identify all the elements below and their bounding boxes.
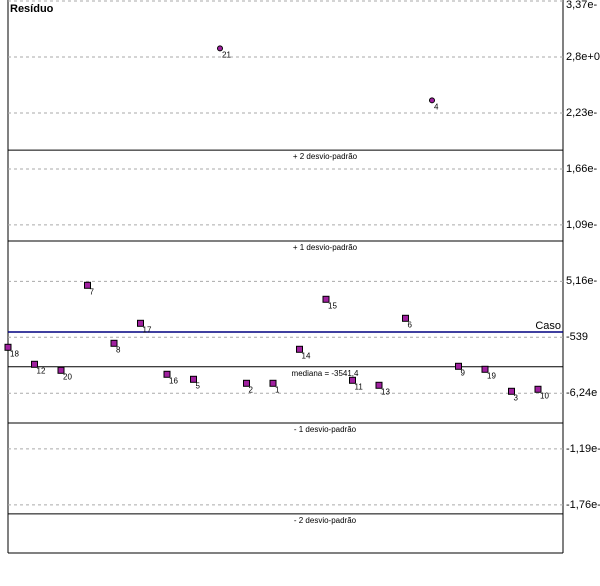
reference-label: - 2 desvio-padrão (294, 516, 357, 525)
y-axis-label: Resíduo (10, 3, 54, 15)
reference-label: mediana = -3541,4 (292, 369, 359, 378)
point-label: 4 (434, 102, 439, 111)
y-tick-label: -1,76e- (566, 499, 600, 511)
reference-label: + 1 desvio-padrão (293, 243, 358, 252)
point (84, 281, 91, 289)
y-tick-label: 2,8e+0 (566, 51, 600, 63)
point-label: 8 (116, 345, 121, 354)
point (508, 387, 515, 395)
point-label: 3 (514, 393, 519, 402)
point-label: 17 (143, 325, 152, 334)
point-label: 11 (355, 382, 364, 391)
point-label: 6 (408, 320, 413, 329)
point (269, 379, 277, 387)
point-label: 20 (63, 372, 72, 381)
y-tick-label: 1,66e- (566, 163, 598, 175)
point (455, 362, 462, 370)
point-label: 2 (249, 385, 254, 394)
reference-label: + 2 desvio-padrão (293, 152, 358, 161)
reference-label: Caso (535, 320, 561, 332)
point (429, 97, 435, 104)
point-label: 1 (275, 385, 280, 394)
point-label: 14 (302, 351, 311, 360)
point (296, 345, 303, 353)
y-tick-label: 5,16e- (566, 275, 598, 287)
point (534, 385, 542, 393)
y-tick-label: -539 (566, 331, 588, 343)
point-label: 9 (461, 368, 466, 377)
point (190, 375, 197, 383)
point (402, 314, 409, 322)
point (137, 319, 144, 327)
point-label: 7 (90, 287, 95, 296)
point-label: 10 (540, 391, 549, 400)
point-label: 18 (10, 349, 19, 358)
point (31, 360, 38, 368)
point (481, 365, 489, 373)
y-tick-label: 2,23e- (566, 107, 598, 119)
point (375, 381, 383, 389)
y-tick-label: -6,24e (566, 387, 597, 399)
point-label: 12 (37, 366, 46, 375)
y-tick-label: 3,37e- (566, 0, 598, 11)
point (57, 366, 65, 374)
point (349, 376, 356, 384)
point (322, 295, 330, 303)
point (243, 379, 250, 387)
point (163, 370, 171, 378)
point (4, 343, 12, 351)
y-tick-label: -1,19e- (566, 443, 600, 455)
point-label: 16 (169, 376, 178, 385)
point (217, 45, 223, 52)
point-label: 15 (328, 301, 337, 310)
y-tick-label: 1,09e- (566, 219, 598, 231)
point-label: 19 (487, 371, 496, 380)
point-label: 5 (196, 381, 201, 390)
reference-label: - 1 desvio-padrão (294, 425, 357, 434)
point (110, 339, 118, 347)
point-label: 21 (222, 50, 231, 59)
point-label: 13 (381, 387, 390, 396)
